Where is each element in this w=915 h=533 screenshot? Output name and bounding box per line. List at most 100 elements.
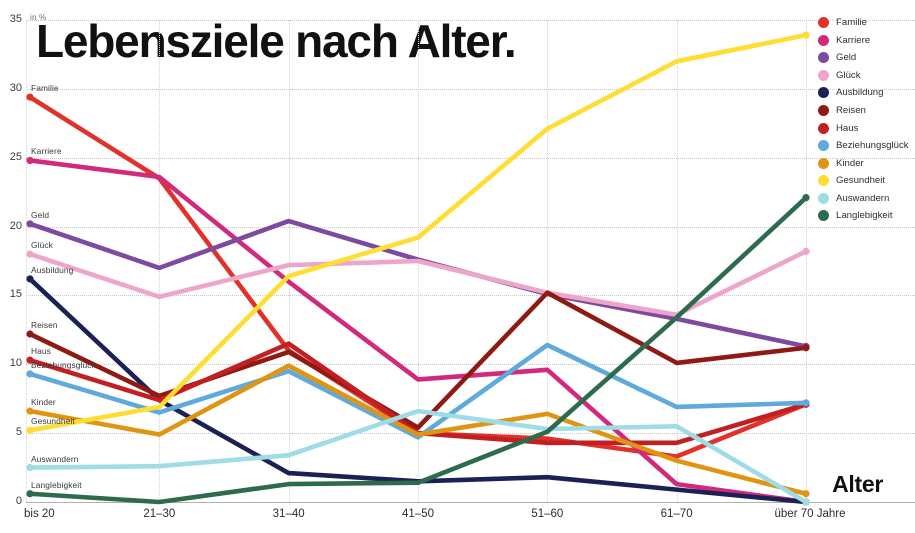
x-axis-title: Alter [832,471,883,497]
y-axis-tick-label: 25 [9,150,22,163]
legend-item-label: Gesundheit [836,175,886,187]
series-inline-label: Familie [31,83,59,94]
legend-color-dot-icon [818,17,829,29]
series-start-marker [26,93,34,101]
vertical-gridline [547,20,549,502]
gridline-20 [26,226,915,229]
series-line [27,195,809,505]
gridline-35 [26,20,915,22]
series-inline-label: Geld [31,209,50,220]
legend-color-dot-icon [818,87,829,99]
gridline-10 [26,364,915,366]
series-start-marker [26,330,34,338]
series-inline-label: Langlebigkeit [31,479,82,490]
gridline-25 [26,157,915,160]
legend-item[interactable]: Reisen [818,102,914,120]
legend-item[interactable]: Haus [818,119,914,137]
legend-color-dot-icon [818,52,829,64]
x-axis-tick-label: 31–40 [272,508,305,520]
legend-item[interactable]: Kinder [818,154,914,172]
series-start-marker [26,407,34,415]
x-axis-tick-label: über 70 Jahre [774,508,846,520]
series-start-marker [26,156,34,165]
series-inline-label: Haus [31,346,51,357]
legend-item-label: Reisen [836,105,866,116]
series-inline-label: Ausbildung [31,264,74,275]
legend-item-label: Ausbildung [836,87,884,99]
legend-item[interactable]: Langlebigkeit [818,207,914,225]
series-start-marker [26,426,34,434]
series-line [27,290,809,430]
series-inline-label: Glück [31,240,53,251]
series-start-marker [26,250,34,258]
legend-color-dot-icon [818,210,829,222]
legend-item[interactable]: Ausbildung [818,84,914,102]
vertical-gridline [26,20,28,502]
legend-item[interactable]: Geld [818,49,914,67]
x-axis-tick-label: 51–60 [531,508,564,520]
series-inline-label: Auswandern [31,453,79,464]
series-start-marker [26,463,34,472]
x-axis-tick-label: 41–50 [402,508,434,520]
legend-item-label: Langlebigkeit [836,210,893,222]
series-end-marker [802,344,810,352]
series-inline-label: Reisen [31,319,58,330]
gridline-0 [26,502,915,503]
y-axis-tick-label: 10 [9,357,22,370]
series-start-marker [26,275,34,283]
chart-title: Lebensziele nach Alter. [36,15,517,67]
legend-color-dot-icon [818,69,829,81]
series-end-marker [802,490,810,498]
y-axis-tick-label: 30 [9,81,22,94]
series-line [27,342,809,440]
legend-item[interactable]: Auswandern [818,189,914,207]
series-end-marker [802,247,810,255]
series-inline-label: Karriere [31,146,62,157]
x-axis-tick-label: 21–30 [143,508,176,520]
y-axis-unit-label: in % [30,13,47,22]
x-axis-tick-label: bis 20 [24,508,55,520]
vertical-gridline [288,20,291,502]
series-start-marker [26,490,34,498]
legend-item[interactable]: Glück [818,67,914,85]
legend: Familie Karriere Geld Glück Ausbildung Reisen… [818,14,914,225]
legend-item-label: Glück [836,69,861,81]
legend-item-label: Haus [836,122,859,134]
series-line [27,408,809,505]
legend-item-label: Beziehungsglück [836,140,909,152]
series-end-marker [802,498,810,506]
legend-item-label: Auswandern [836,192,890,204]
series-inline-label: Beziehungsglück [31,359,96,370]
legend-color-dot-icon [818,105,829,116]
series-line [27,94,809,459]
legend-item[interactable]: Familie [818,14,914,32]
series-start-marker [26,220,34,228]
legend-item[interactable]: Karriere [818,32,914,50]
legend-color-dot-icon [818,34,829,46]
legend-color-dot-icon [818,140,829,152]
gridline-30 [26,88,915,91]
vertical-gridline [676,20,679,502]
series-inline-label: Kinder [31,397,56,408]
series-start-marker [26,370,34,378]
series-end-marker [802,194,810,202]
legend-item-label: Karriere [836,34,871,46]
legend-item[interactable]: Beziehungsglück [818,137,914,155]
series-end-marker [802,31,810,39]
legend-color-dot-icon [818,157,829,169]
legend-color-dot-icon [818,175,829,187]
gridline-15 [26,295,915,297]
series-line [27,363,809,497]
series-start-marker [26,356,34,364]
series-end-marker [802,399,810,407]
series-line [27,32,809,433]
y-axis-tick-label: 15 [9,288,22,301]
legend-item-label: Geld [836,52,857,64]
legend-item[interactable]: Gesundheit [818,172,914,190]
legend-color-dot-icon [818,122,829,134]
y-axis-tick-label: 0 [15,495,22,507]
vertical-gridline [806,20,808,502]
series-inline-label: Gesundheit [31,416,75,427]
